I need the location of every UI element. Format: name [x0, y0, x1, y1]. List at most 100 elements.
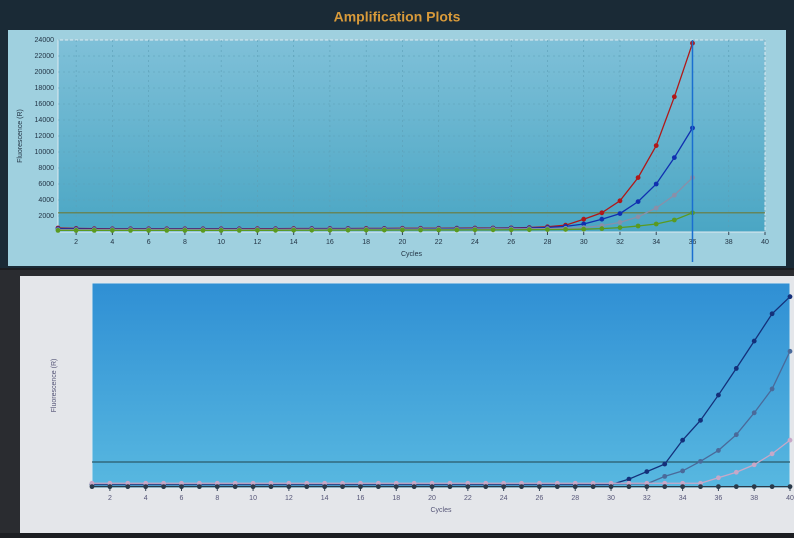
data-point: [581, 227, 586, 232]
data-point: [74, 228, 79, 233]
data-point: [734, 470, 739, 475]
data-point: [672, 193, 677, 198]
data-point: [128, 228, 133, 233]
data-point: [654, 143, 659, 148]
x-tick-label: 18: [362, 239, 370, 246]
data-point: [286, 484, 291, 489]
data-point: [662, 484, 667, 489]
data-point: [358, 484, 363, 489]
data-point: [618, 211, 623, 216]
y-tick-label: 12000: [35, 133, 55, 140]
data-point: [563, 227, 568, 232]
y-tick-label: 6000: [38, 181, 54, 188]
x-tick-label: 26: [536, 495, 544, 502]
data-point: [346, 228, 351, 233]
x-tick-label: 20: [399, 239, 407, 246]
data-point: [382, 228, 387, 233]
data-point: [752, 339, 757, 344]
y-tick-label: 10000: [35, 149, 55, 156]
y-tick-label: 16000: [35, 101, 55, 108]
data-point: [698, 459, 703, 464]
data-point: [654, 206, 659, 211]
data-point: [509, 227, 514, 232]
data-point: [56, 228, 61, 233]
data-point: [251, 484, 256, 489]
data-point: [473, 227, 478, 232]
data-point: [201, 228, 206, 233]
x-tick-label: 40: [761, 239, 769, 246]
x-tick-label: 22: [435, 239, 443, 246]
x-tick-label: 36: [715, 495, 723, 502]
data-point: [788, 349, 793, 354]
x-tick-label: 18: [392, 495, 400, 502]
x-tick-label: 26: [507, 239, 515, 246]
data-point: [599, 226, 604, 231]
data-point: [654, 182, 659, 187]
x-tick-label: 14: [290, 239, 298, 246]
y-tick-label: 4000: [38, 197, 54, 204]
data-point: [770, 484, 775, 489]
y-axis-label: Fluorescence (R): [51, 359, 58, 413]
x-tick-label: 10: [249, 495, 257, 502]
x-tick-label: 24: [471, 239, 479, 246]
data-point: [527, 227, 532, 232]
x-tick-label: 4: [144, 495, 148, 502]
x-tick-label: 22: [464, 495, 472, 502]
data-point: [644, 484, 649, 489]
data-point: [698, 418, 703, 423]
data-point: [672, 94, 677, 99]
x-tick-label: 12: [285, 495, 293, 502]
x-tick-label: 6: [147, 239, 151, 246]
data-point: [716, 475, 721, 480]
data-point: [752, 462, 757, 467]
data-point: [412, 484, 417, 489]
data-point: [436, 228, 441, 233]
data-point: [364, 228, 369, 233]
x-tick-label: 8: [183, 239, 187, 246]
data-point: [788, 438, 793, 443]
data-point: [182, 228, 187, 233]
data-point: [483, 484, 488, 489]
data-point: [573, 484, 578, 489]
data-point: [627, 484, 632, 489]
data-point: [716, 484, 721, 489]
x-tick-label: 10: [217, 239, 225, 246]
data-point: [255, 228, 260, 233]
data-point: [273, 228, 278, 233]
x-tick-label: 12: [254, 239, 262, 246]
data-point: [501, 484, 506, 489]
data-point: [662, 462, 667, 467]
data-point: [322, 484, 327, 489]
x-tick-label: 16: [357, 495, 365, 502]
data-point: [636, 175, 641, 180]
data-point: [491, 227, 496, 232]
x-axis-label: Cycles: [401, 251, 423, 258]
page: Amplification Plots 24681012141618202224…: [0, 0, 794, 533]
data-point: [340, 484, 345, 489]
data-point: [618, 198, 623, 203]
data-point: [92, 228, 97, 233]
data-point: [146, 228, 151, 233]
x-tick-label: 32: [643, 495, 651, 502]
data-point: [636, 199, 641, 204]
data-point: [465, 484, 470, 489]
data-point: [164, 228, 169, 233]
data-point: [609, 484, 614, 489]
y-tick-label: 14000: [35, 117, 55, 124]
data-point: [698, 484, 703, 489]
data-point: [734, 432, 739, 437]
data-point: [770, 451, 775, 456]
data-point: [394, 484, 399, 489]
data-point: [654, 222, 659, 227]
x-tick-label: 8: [215, 495, 219, 502]
data-point: [636, 214, 641, 219]
data-point: [107, 484, 112, 489]
data-point: [197, 484, 202, 489]
screen: Amplification Plots 24681012141618202224…: [0, 0, 794, 533]
x-tick-label: 2: [74, 239, 78, 246]
data-point: [376, 484, 381, 489]
plot-area: [92, 283, 790, 488]
data-point: [233, 484, 238, 489]
data-point: [680, 438, 685, 443]
data-point: [291, 228, 296, 233]
